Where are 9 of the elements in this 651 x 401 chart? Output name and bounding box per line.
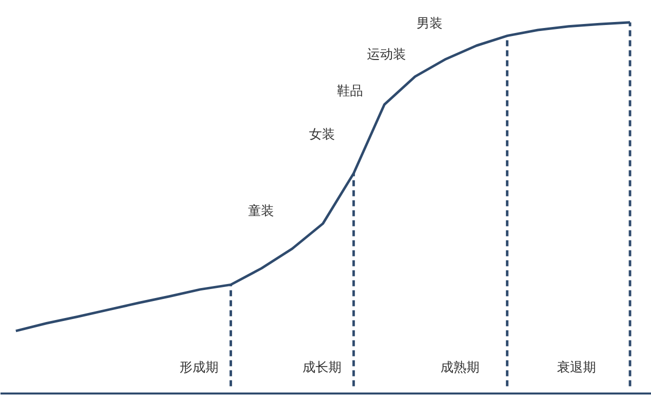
- annotation: 女装: [309, 128, 336, 143]
- annotation: 童装: [248, 203, 274, 220]
- annotation: 衰退期: [557, 359, 596, 376]
- annotation: 运动装: [366, 48, 406, 63]
- annotation: 形成期: [180, 360, 219, 376]
- annotation: 男装: [416, 16, 443, 32]
- annotation: 成熟期: [440, 360, 480, 376]
- annotation: 鞋品: [336, 84, 363, 99]
- annotation: 成长期: [302, 360, 342, 376]
